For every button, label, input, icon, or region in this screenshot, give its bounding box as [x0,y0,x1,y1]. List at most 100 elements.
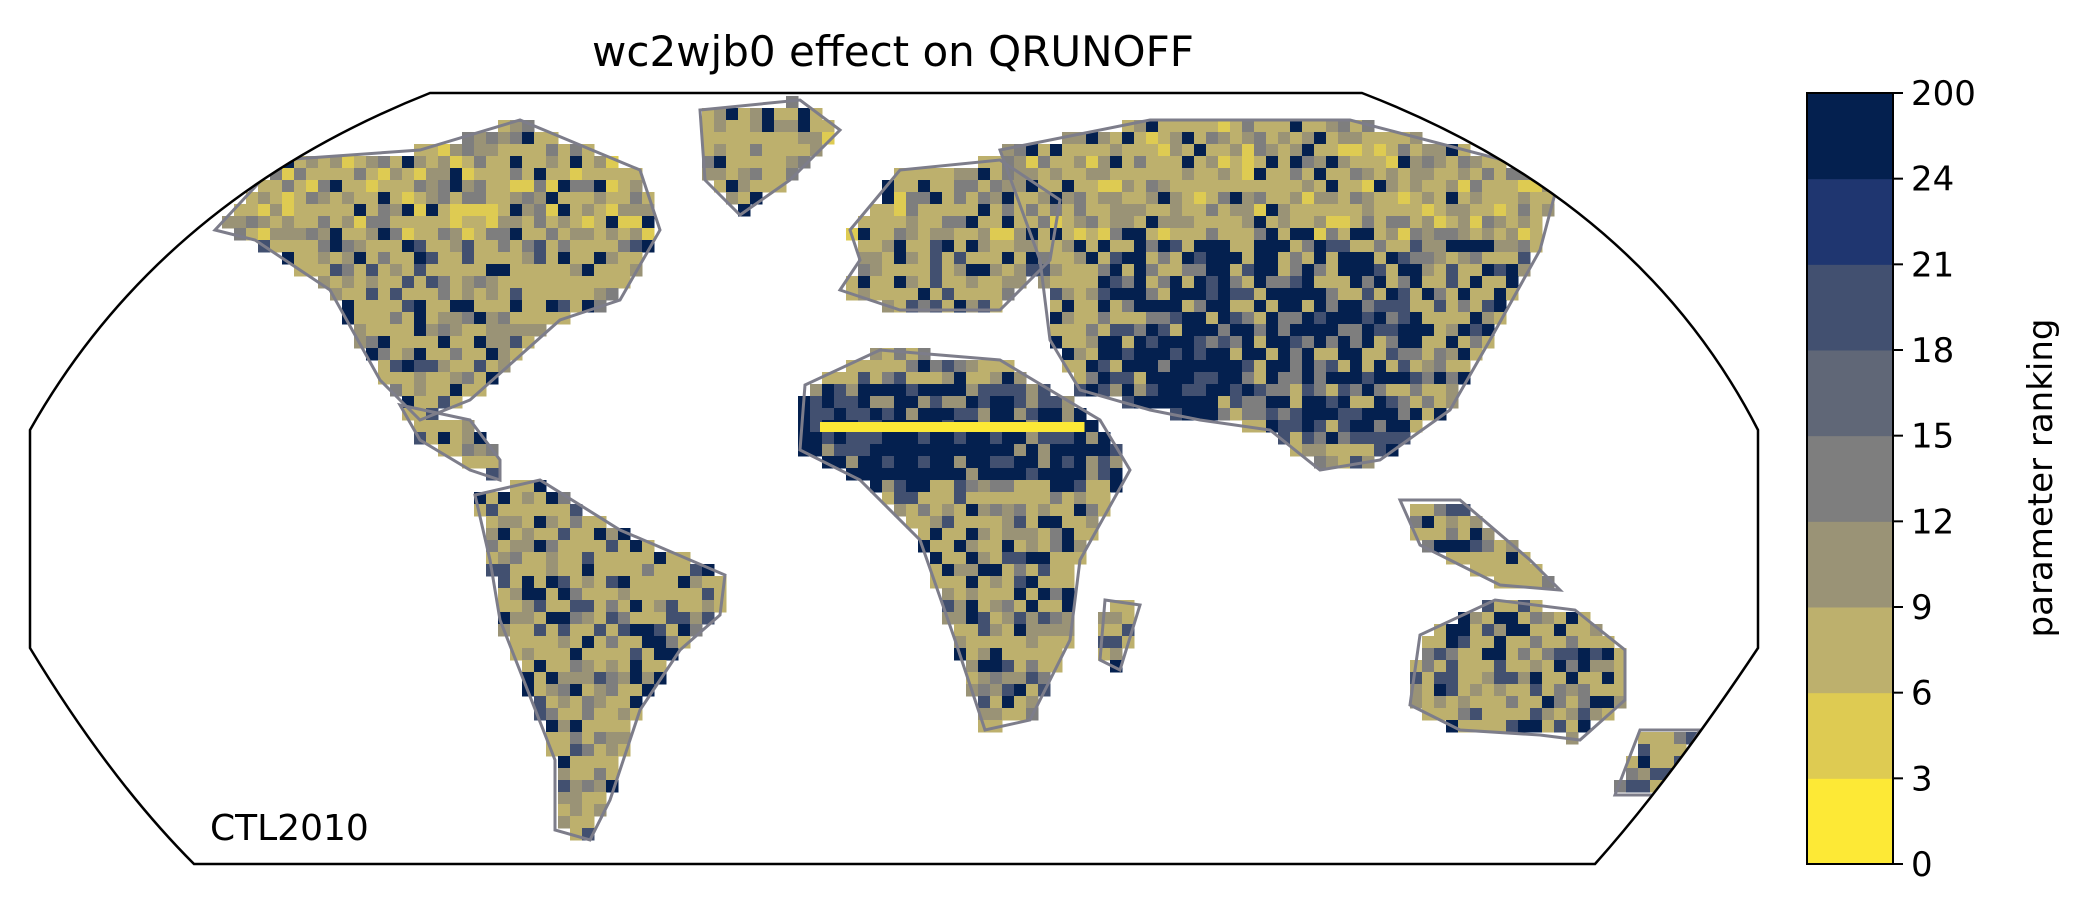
land-cell [522,168,535,181]
land-cell [1458,288,1471,301]
land-cell [618,252,631,265]
land-cell [1194,372,1207,385]
land-cell [870,228,883,241]
land-cell [954,516,967,529]
land-cell [1290,384,1303,397]
land-cell [1482,204,1495,217]
land-cell [1062,156,1075,169]
land-cell [1494,720,1507,733]
land-cell [1134,156,1147,169]
land-cell [498,252,511,265]
land-cell [642,624,655,637]
land-cell [1458,156,1471,169]
land-cell [558,720,571,733]
land-cell [1110,264,1123,277]
land-cell [1062,432,1075,445]
land-cell [1050,180,1063,193]
land-cell [906,432,919,445]
land-cell [606,720,619,733]
land-cell [1290,324,1303,337]
land-cell [546,576,559,589]
land-cell [414,348,427,361]
land-cell [1134,192,1147,205]
land-cell [1110,612,1123,625]
colorbar-tick-label: 15 [1911,417,1954,457]
land-cell [1482,216,1495,229]
land-cell [570,612,583,625]
land-cell [570,696,583,709]
land-cell [402,372,415,385]
land-cell [534,504,547,517]
land-cell [1230,168,1243,181]
land-cell [1230,252,1243,265]
land-cell [654,576,667,589]
land-cell [942,204,955,217]
land-cell [978,396,991,409]
land-cell [654,648,667,661]
land-cell [486,264,499,277]
land-cell [1338,216,1351,229]
land-cell [534,144,547,157]
land-cell [1014,216,1027,229]
land-cell [570,156,583,169]
land-cell [1038,144,1051,157]
land-cell [1566,708,1579,721]
land-cell [1266,120,1279,133]
land-cell [1506,564,1519,577]
land-cell [1506,624,1519,637]
land-cell [1242,336,1255,349]
land-cell [558,504,571,517]
land-cell [414,216,427,229]
land-cell [1434,648,1447,661]
land-cell [594,276,607,289]
land-cell [1482,288,1495,301]
land-cell [1302,384,1315,397]
land-cell [1518,612,1531,625]
land-cell [1386,300,1399,313]
land-cell [1266,252,1279,265]
land-cell [1338,192,1351,205]
land-cell [1446,336,1459,349]
land-cell [294,168,307,181]
land-cell [1038,480,1051,493]
land-cell [1326,408,1339,421]
land-cell [1422,696,1435,709]
land-cell [1062,144,1075,157]
land-cell [1182,372,1195,385]
land-cell [402,336,415,349]
land-cell [906,456,919,469]
land-cell [738,156,751,169]
land-cell [1242,324,1255,337]
land-cell [1242,396,1255,409]
land-cell [834,432,847,445]
land-cell [1014,612,1027,625]
land-cell [1434,156,1447,169]
land-cell [1002,468,1015,481]
land-cell [1254,276,1267,289]
land-cell [1338,396,1351,409]
colorbar-tick-label: 9 [1911,588,1933,628]
land-cell [1338,288,1351,301]
land-cell [750,120,763,133]
land-cell [618,600,631,613]
land-cell [546,264,559,277]
land-cell [1458,552,1471,565]
land-cell [498,540,511,553]
land-cell [726,132,739,145]
land-cell [1290,192,1303,205]
land-cell [1158,144,1171,157]
land-cell [1326,336,1339,349]
land-cell [1170,216,1183,229]
land-cell [1350,240,1363,253]
land-cell [1206,264,1219,277]
land-cell [1086,132,1099,145]
land-cell [954,480,967,493]
land-cell [582,636,595,649]
colorbar-bin [1807,350,1893,437]
land-cell [1026,564,1039,577]
land-cell [594,252,607,265]
land-cell [438,288,451,301]
land-cell [606,168,619,181]
land-cell [1062,276,1075,289]
